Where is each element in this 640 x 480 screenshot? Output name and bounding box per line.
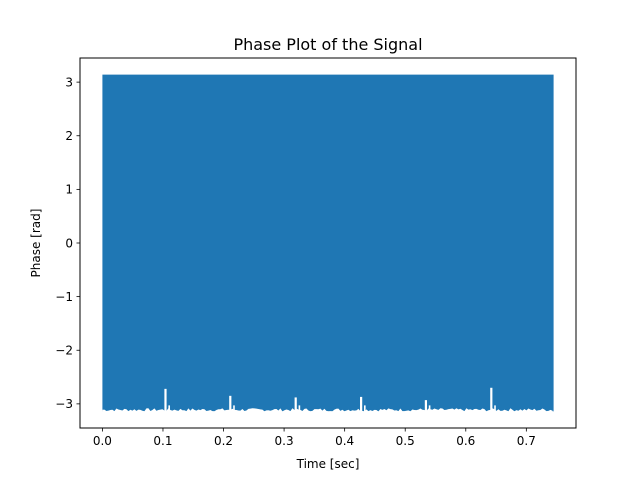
y-tick-label: 0: [65, 236, 73, 250]
gap-notch-4: [428, 405, 431, 413]
gap-notch-2: [298, 405, 301, 413]
y-tick-label: −2: [55, 344, 73, 358]
x-tick-label: 0.0: [93, 434, 112, 448]
series-band-0: [102, 74, 554, 412]
y-axis: −3 −2 −1 0 1 2 3: [55, 75, 80, 411]
plot-area: [102, 74, 554, 414]
x-axis: 0.0 0.1 0.2 0.3 0.4 0.5 0.6 0.7: [93, 428, 536, 448]
y-tick-label: 3: [65, 75, 73, 89]
gap-spike-4: [424, 400, 428, 413]
x-tick-label: 0.7: [517, 434, 536, 448]
y-tick-label: 1: [65, 183, 73, 197]
series-noise-edge: [102, 408, 554, 414]
x-tick-label: 0.3: [275, 434, 294, 448]
x-tick-label: 0.2: [214, 434, 233, 448]
y-tick-label: −3: [55, 397, 73, 411]
x-tick-label: 0.1: [153, 434, 172, 448]
gap-spike-5: [490, 387, 493, 413]
y-axis-label: Phase [rad]: [29, 209, 43, 278]
chart-title: Phase Plot of the Signal: [233, 35, 422, 54]
x-tick-label: 0.5: [396, 434, 415, 448]
gap-notch-5: [494, 405, 496, 413]
x-tick-label: 0.4: [335, 434, 354, 448]
gap-spike-3: [360, 396, 363, 413]
gap-notch-0: [168, 405, 170, 413]
gap-spike-1: [229, 395, 232, 413]
gap-notch-3: [364, 405, 366, 413]
x-tick-label: 0.6: [456, 434, 475, 448]
y-tick-label: −1: [55, 290, 73, 304]
y-tick-label: 2: [65, 129, 73, 143]
gap-spike-2: [294, 397, 297, 413]
gap-notch-1: [233, 405, 235, 413]
gap-spike-0: [164, 388, 167, 413]
x-axis-label: Time [sec]: [296, 457, 360, 471]
